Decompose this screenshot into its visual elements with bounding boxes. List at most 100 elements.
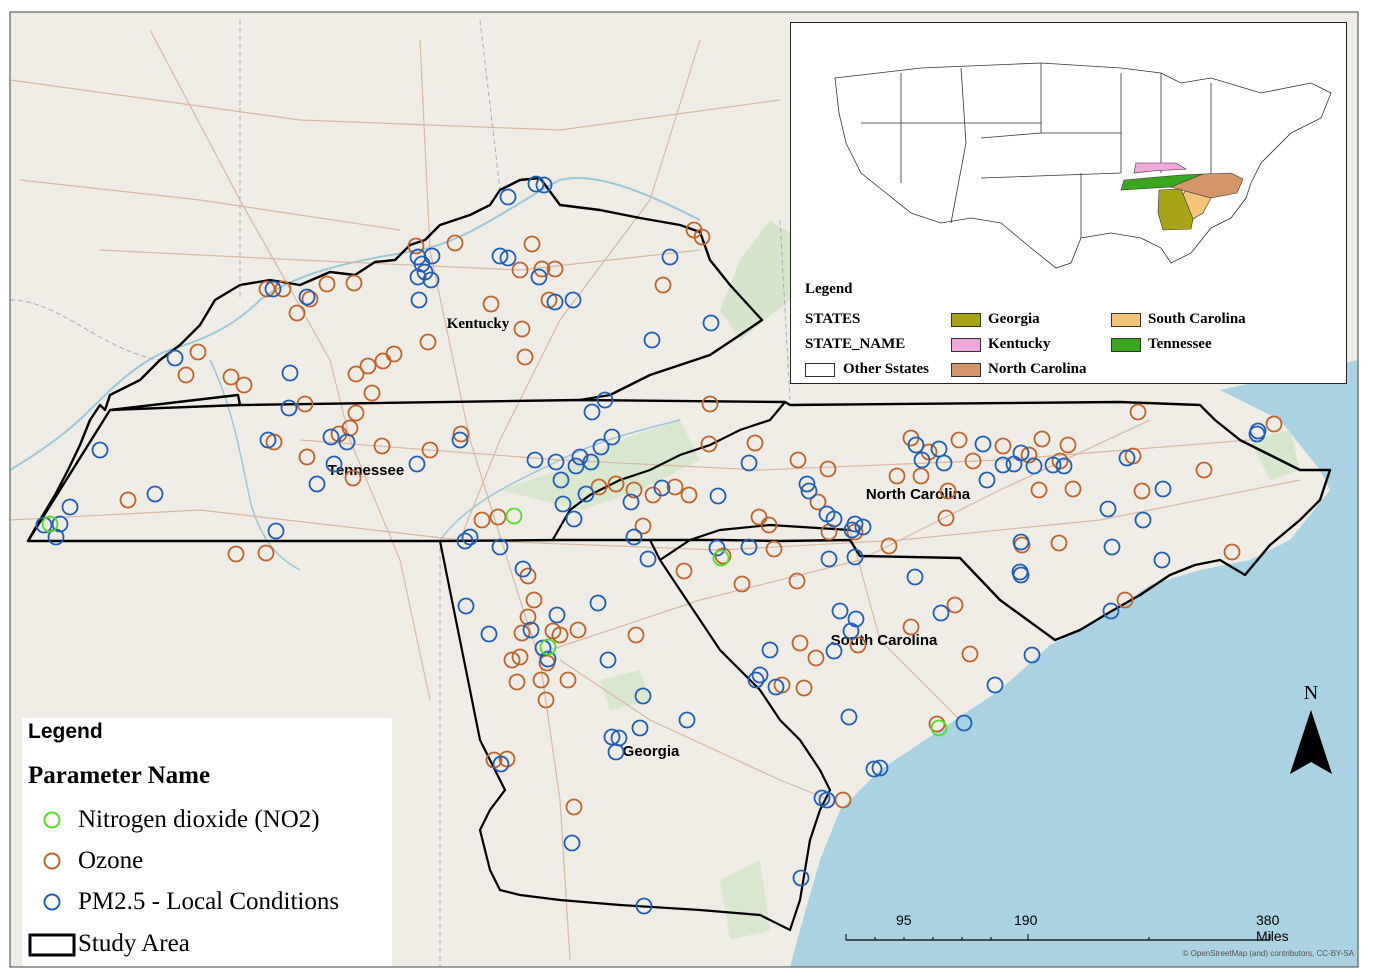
ozone-station bbox=[1050, 534, 1068, 552]
pm25-station bbox=[166, 349, 184, 367]
pm25-station bbox=[639, 550, 657, 568]
pm25-station bbox=[747, 671, 765, 689]
pm25-station bbox=[408, 455, 426, 473]
pm25-station bbox=[813, 789, 831, 807]
ozone-station bbox=[559, 671, 577, 689]
ozone-station bbox=[513, 320, 531, 338]
ozone-station bbox=[373, 437, 391, 455]
inset-field-title: STATES bbox=[805, 311, 861, 327]
pm25-station bbox=[978, 471, 996, 489]
pm25-station bbox=[751, 666, 769, 684]
pm25-station bbox=[457, 597, 475, 615]
legend-title: Legend bbox=[28, 720, 103, 743]
inset-swatch-kentucky bbox=[951, 338, 981, 352]
ozone-station bbox=[765, 540, 783, 558]
ozone-station bbox=[525, 591, 543, 609]
pm25-station bbox=[631, 719, 649, 737]
inset-georgia bbox=[1157, 188, 1194, 231]
pm25-symbol-icon bbox=[43, 893, 61, 911]
pm25-station bbox=[413, 255, 431, 273]
ozone-station bbox=[791, 634, 809, 652]
ozone-station bbox=[1195, 461, 1213, 479]
pm25-station bbox=[708, 539, 726, 557]
state-label-georgia: Georgia bbox=[623, 743, 680, 760]
pm25-station bbox=[840, 708, 858, 726]
pm25-station bbox=[259, 431, 277, 449]
ocean bbox=[790, 360, 1358, 967]
pm25-station bbox=[539, 650, 557, 668]
pm25-station bbox=[740, 454, 758, 472]
map-legend: Legend Parameter Name Nitrogen dioxide (… bbox=[22, 718, 392, 966]
pm25-station bbox=[643, 331, 661, 349]
ozone-station bbox=[119, 491, 137, 509]
ozone-station bbox=[523, 235, 541, 253]
ozone-station bbox=[675, 562, 693, 580]
ozone-station bbox=[532, 671, 550, 689]
pm25-station bbox=[527, 175, 545, 193]
pm25-station bbox=[678, 711, 696, 729]
legend-label-ozone: Ozone bbox=[78, 847, 144, 874]
inset-label-georgia: Georgia bbox=[988, 311, 1040, 327]
pm25-station bbox=[322, 428, 340, 446]
pm25-station bbox=[1012, 533, 1030, 551]
pm25-station bbox=[264, 280, 282, 298]
pm25-station bbox=[974, 435, 992, 453]
pm25-station bbox=[1118, 449, 1136, 467]
ozone-station bbox=[222, 368, 240, 386]
inset-label-tennessee: Tennessee bbox=[1148, 336, 1212, 352]
ozone-station bbox=[680, 486, 698, 504]
inset-label-north-carolina: North Carolina bbox=[988, 361, 1087, 377]
ozone-station bbox=[746, 434, 764, 452]
scale-bar-graphic bbox=[845, 934, 1271, 941]
ozone-station bbox=[569, 621, 587, 639]
no2-station bbox=[505, 507, 523, 525]
ozone-station bbox=[939, 482, 957, 500]
pm25-station bbox=[492, 755, 510, 773]
ozone-station bbox=[1116, 591, 1134, 609]
ozone-station bbox=[902, 618, 920, 636]
ozone-station bbox=[533, 260, 551, 278]
ozone-station bbox=[274, 280, 292, 298]
ozone-station bbox=[344, 469, 362, 487]
inset-label-south-carolina: South Carolina bbox=[1148, 311, 1246, 327]
ozone-station bbox=[519, 608, 537, 626]
pm25-station bbox=[308, 475, 326, 493]
pm25-station bbox=[622, 493, 640, 511]
pm25-station bbox=[846, 548, 864, 566]
ozone-station bbox=[700, 435, 718, 453]
ozone-station bbox=[1033, 430, 1051, 448]
ozone-station bbox=[964, 452, 982, 470]
ozone-station bbox=[363, 384, 381, 402]
pm25-station bbox=[1134, 511, 1152, 529]
inset-swatch-south-carolina bbox=[1111, 313, 1141, 327]
legend-row-no2: Nitrogen dioxide (NO2) bbox=[26, 800, 320, 840]
pm25-station bbox=[480, 625, 498, 643]
pm25-station bbox=[865, 760, 883, 778]
no2-station bbox=[539, 638, 557, 656]
inset-state-lines bbox=[861, 63, 1212, 238]
pm25-station bbox=[422, 271, 440, 289]
inset-label-kentucky: Kentucky bbox=[988, 336, 1051, 352]
pm25-station bbox=[592, 438, 610, 456]
ozone-station bbox=[421, 441, 439, 459]
pm25-station bbox=[635, 897, 653, 915]
pm25-station bbox=[661, 248, 679, 266]
state-boundary-tn-nc bbox=[551, 401, 786, 542]
pm25-station bbox=[514, 560, 532, 578]
pm25-station bbox=[451, 431, 469, 449]
ozone-station bbox=[849, 636, 867, 654]
ozone-station bbox=[489, 508, 507, 526]
pm25-station bbox=[526, 451, 544, 469]
pm25-station bbox=[843, 521, 861, 539]
forest-area bbox=[1250, 430, 1300, 480]
pm25-station bbox=[1154, 480, 1172, 498]
pm25-station bbox=[554, 495, 572, 513]
study-area-symbol-icon bbox=[28, 933, 76, 957]
ozone-station bbox=[1223, 543, 1241, 561]
ozone-station bbox=[298, 448, 316, 466]
pm25-station bbox=[456, 532, 474, 550]
ozone-station bbox=[347, 365, 365, 383]
ozone-station bbox=[654, 276, 672, 294]
ozone-station bbox=[508, 673, 526, 691]
pm25-station bbox=[740, 538, 758, 556]
